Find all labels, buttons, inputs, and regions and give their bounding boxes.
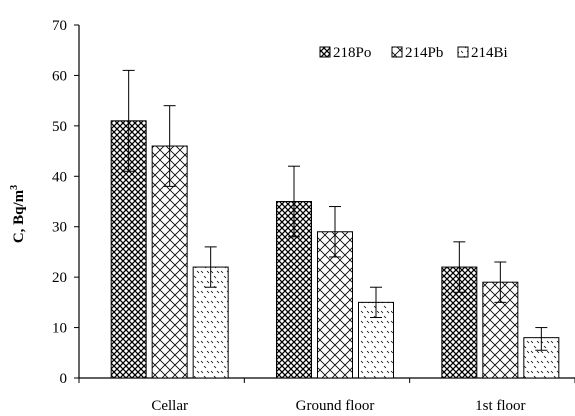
legend-label-214Pb: 214Pb (405, 45, 443, 61)
y-axis-label: C, Bq/m3 (9, 185, 27, 243)
y-tick-label: 60 (52, 68, 67, 84)
legend-label-218Po: 218Po (333, 45, 371, 61)
y-tick-label: 70 (52, 18, 67, 34)
y-tick-label: 0 (60, 371, 68, 387)
y-tick-label: 20 (52, 270, 67, 286)
y-tick-label: 30 (52, 220, 67, 236)
svg-text:C, Bq/m3: C, Bq/m3 (9, 185, 27, 243)
axes: 0 10 20 30 40 50 60 70 Cellar Ground floor 1st flo… (52, 18, 575, 414)
y-tick-label: 10 (52, 321, 67, 337)
legend-swatch-214Pb (391, 46, 403, 58)
legend-swatch-218Po (319, 46, 331, 58)
x-category-label: Cellar (151, 398, 188, 414)
bars (110, 120, 560, 379)
x-category-label: 1st floor (475, 398, 525, 414)
y-axis-label-text: C, Bq/m (11, 189, 27, 243)
error-bars (122, 69, 548, 351)
x-category-label: Ground floor (296, 398, 375, 414)
y-tick-label: 40 (52, 169, 67, 185)
legend: 218Po 214Pb 214Bi (319, 45, 508, 61)
legend-label-214Bi: 214Bi (471, 45, 508, 61)
legend-swatch-214Bi (457, 46, 469, 58)
y-tick-label: 50 (52, 119, 67, 135)
y-axis-label-superscript: 3 (9, 185, 20, 190)
